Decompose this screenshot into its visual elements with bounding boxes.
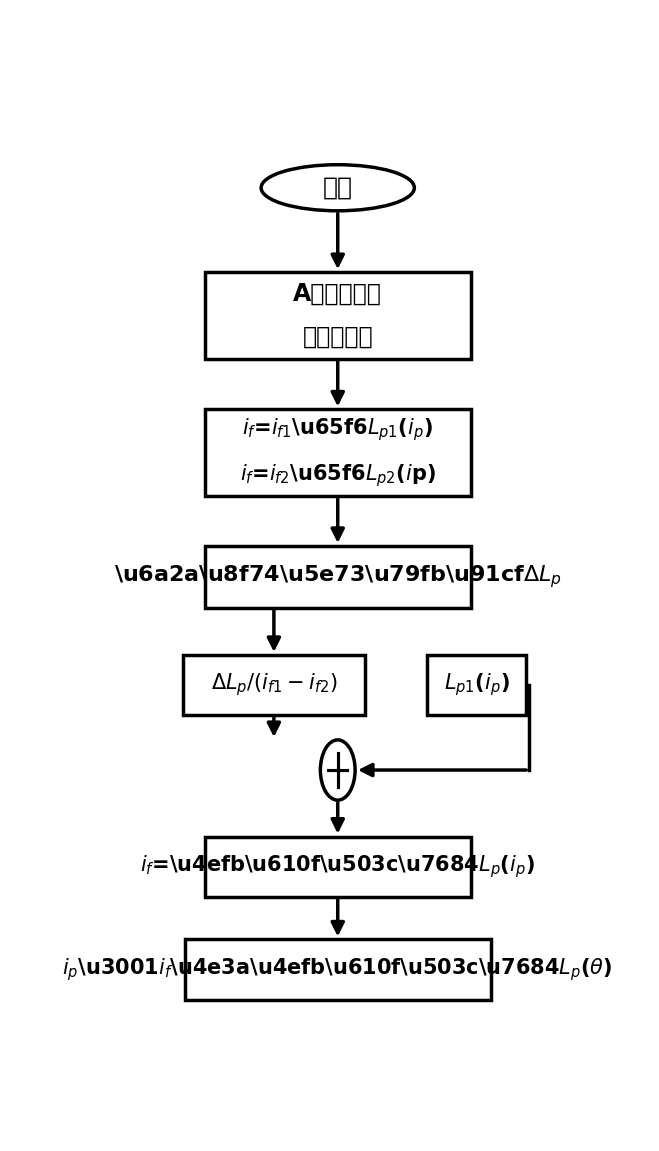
Bar <box>427 655 527 715</box>
Text: $\it{i_f}$=$\it{i_{f2}}$\u65f6$\it{L_{p2}}$($\it{i}$p): $\it{i_f}$=$\it{i_{f2}}$\u65f6$\it{L_{p2… <box>240 463 436 489</box>
Bar <box>205 546 471 608</box>
Bar <box>185 939 491 999</box>
Text: $\it{i_f}$=$\it{i_{f1}}$\u65f6$\it{L_{p1}}$($\it{i_p}$): $\it{i_f}$=$\it{i_{f1}}$\u65f6$\it{L_{p1… <box>243 417 433 443</box>
Text: \u6a2a\u8f74\u5e73\u79fb\u91cf$\Delta L_p$: \u6a2a\u8f74\u5e73\u79fb\u91cf$\Delta L_… <box>114 564 561 590</box>
Text: $\it{i_f}$=\u4efb\u610f\u503c\u7684$\it{L_p}$($\it{i_p}$): $\it{i_f}$=\u4efb\u610f\u503c\u7684$\it{… <box>140 853 535 881</box>
Text: $\it{i_p}$\u3001$\it{i_f}$\u4e3a\u4efb\u610f\u503c\u7684$\it{L_p}$($\it{\theta}$: $\it{i_p}$\u3001$\it{i_f}$\u4e3a\u4efb\u… <box>63 956 613 983</box>
Text: $\Delta L_p/(\it{i_{f1}}-\it{i_{f2}})$: $\Delta L_p/(\it{i_{f1}}-\it{i_{f2}})$ <box>211 671 337 699</box>
Bar <box>205 837 471 897</box>
Text: $\it{L_{p1}}$($\it{i_p}$): $\it{L_{p1}}$($\it{i_p}$) <box>444 671 509 699</box>
Bar <box>183 655 364 715</box>
Bar <box>205 272 471 359</box>
Text: 转子齿对齐: 转子齿对齐 <box>302 325 373 349</box>
Bar <box>205 410 471 496</box>
Text: A相定子齿与: A相定子齿与 <box>293 282 382 306</box>
Text: 开始: 开始 <box>323 176 353 200</box>
